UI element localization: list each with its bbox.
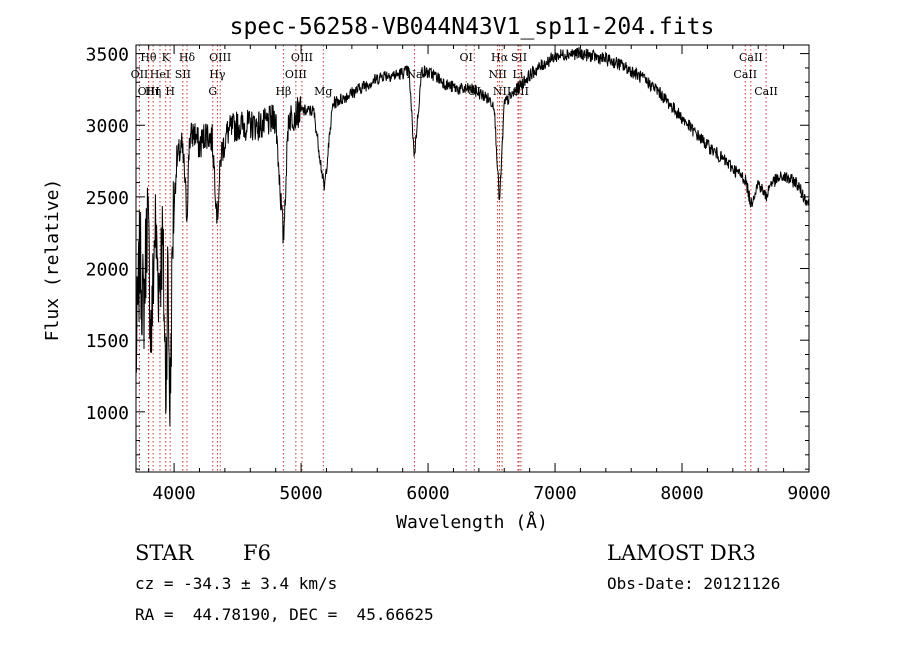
x-tick-label: 8000 bbox=[660, 483, 703, 504]
y-tick-label: 2500 bbox=[86, 188, 129, 209]
spectral-line-label: K bbox=[162, 51, 171, 64]
spectral-line-label: Hβ bbox=[275, 85, 291, 98]
spectral-line-label: OIII bbox=[209, 51, 231, 64]
sky-coordinates: RA = 44.78190, DEC = 45.66625 bbox=[135, 605, 434, 624]
object-class: STAR bbox=[135, 541, 194, 565]
survey-name: LAMOST DR3 bbox=[607, 541, 756, 565]
x-tick-label: 4000 bbox=[152, 483, 195, 504]
x-tick-label: 6000 bbox=[406, 483, 449, 504]
spectral-line-label: G bbox=[208, 85, 217, 98]
spectral-line-label: OII bbox=[131, 68, 149, 81]
spectral-line-label: Hγ bbox=[209, 68, 226, 81]
spectral-line-label: OI bbox=[459, 51, 472, 64]
spectral-line-label: NII bbox=[488, 68, 506, 81]
spectral-line-label: H bbox=[165, 85, 175, 98]
chart-title: spec-56258-VB044N43V1_sp11-204.fits bbox=[230, 14, 715, 40]
spectral-line-label: SII bbox=[511, 51, 527, 64]
spectral-line-label: Li bbox=[513, 68, 524, 81]
object-subclass: F6 bbox=[243, 541, 271, 565]
spectral-line-label: Mg bbox=[314, 85, 332, 98]
spectral-line-label: Hη bbox=[145, 85, 161, 98]
y-tick-label: 1500 bbox=[86, 331, 129, 352]
observation-date: Obs-Date: 20121126 bbox=[607, 574, 780, 593]
spectral-line-label: Na bbox=[406, 68, 423, 81]
x-axis-label: Wavelength (Å) bbox=[396, 511, 548, 533]
y-axis-label: Flux (relative) bbox=[42, 179, 63, 342]
spectral-line-label: NII bbox=[493, 85, 511, 98]
spectral-line-label: OIII bbox=[291, 51, 313, 64]
redshift-velocity: cz = -34.3 ± 3.4 km/s bbox=[135, 574, 337, 593]
spectral-line-label: CaII bbox=[733, 68, 757, 81]
axis-ticks: 4000 5000 6000 7000 8000 9000 1000 1500 2000 2500… bbox=[86, 45, 831, 504]
spectral-line-label: OIII bbox=[138, 85, 160, 98]
y-tick-label: 1000 bbox=[86, 403, 129, 424]
plot-frame bbox=[135, 44, 810, 473]
y-tick-label: 3500 bbox=[86, 45, 129, 66]
x-tick-label: 5000 bbox=[279, 483, 322, 504]
spectral-line-label: HeI bbox=[150, 68, 170, 81]
x-tick-label: 7000 bbox=[533, 483, 576, 504]
spectral-line-label: Hα bbox=[491, 51, 509, 64]
spectrum-series bbox=[135, 47, 810, 427]
y-tick-label: 3000 bbox=[86, 116, 129, 137]
y-tick-label: 2000 bbox=[86, 260, 129, 281]
spectrum-line bbox=[135, 47, 810, 427]
spectral-line-label: CaII bbox=[754, 85, 778, 98]
spectral-line-label: CaII bbox=[739, 51, 763, 64]
spectral-line-label: OIII bbox=[285, 68, 307, 81]
spectral-line-label: Hδ bbox=[179, 51, 196, 64]
x-tick-label: 9000 bbox=[787, 483, 830, 504]
spectral-line-label: SII bbox=[175, 68, 191, 81]
